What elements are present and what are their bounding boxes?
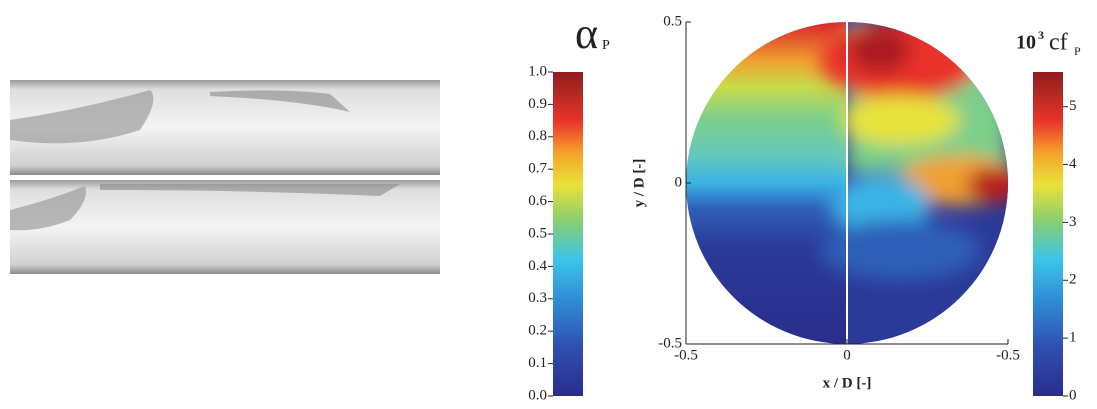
colorbar-tick-label: 0.7 xyxy=(528,161,547,177)
colorbar-tick-label: 0.5 xyxy=(528,225,547,241)
colorbar-tick-label: 0.3 xyxy=(528,290,547,306)
colorbar-tick-label: 4 xyxy=(1069,156,1077,172)
colorbar-tick-label: 0.1 xyxy=(528,355,547,371)
x-axis-label: x / D [-] xyxy=(823,375,872,391)
colorbar-tick-label: 0.2 xyxy=(528,323,547,339)
cf-superscript: 3 xyxy=(1038,28,1044,42)
colorbar-tick-label: 2 xyxy=(1069,272,1077,288)
colorbar-tick-label: 0.9 xyxy=(528,96,547,112)
x-tick-label: -0.5 xyxy=(996,347,1020,363)
colorbar-tick-label: 5 xyxy=(1069,98,1077,114)
right-colorbar xyxy=(1033,72,1063,396)
y-tick-label: 0.5 xyxy=(663,13,682,29)
y-axis-label: y / D [-] xyxy=(631,159,647,208)
colorbar-tick-label: 0.0 xyxy=(528,387,547,403)
alpha-subscript: P xyxy=(602,38,610,53)
colorbar-tick-label: 0.8 xyxy=(528,128,547,144)
alpha-symbol: α xyxy=(575,9,598,58)
figure: α P 10 3 cf P x / D [-] y / D [-] 0.00.1… xyxy=(0,0,1097,404)
colorbar-tick-label: 0 xyxy=(1069,387,1077,403)
cf-subscript: P xyxy=(1074,44,1081,58)
colorbar-tick-label: 0.6 xyxy=(528,193,547,209)
colorbar-tick-label: 1.0 xyxy=(528,63,547,79)
x-tick-label: 0 xyxy=(843,347,851,363)
cf-prefix: 10 xyxy=(1016,32,1036,54)
left-colorbar xyxy=(553,72,583,396)
colorbar-tick-label: 0.4 xyxy=(528,258,547,274)
y-tick-label: 0 xyxy=(675,174,683,190)
cf-symbol: cf xyxy=(1049,30,1068,56)
pipe-photo xyxy=(10,80,440,274)
colorbar-tick-label: 3 xyxy=(1069,214,1077,230)
y-tick-label: -0.5 xyxy=(658,335,682,351)
colorbar-tick-label: 1 xyxy=(1069,330,1077,346)
contour-field xyxy=(686,20,1023,344)
